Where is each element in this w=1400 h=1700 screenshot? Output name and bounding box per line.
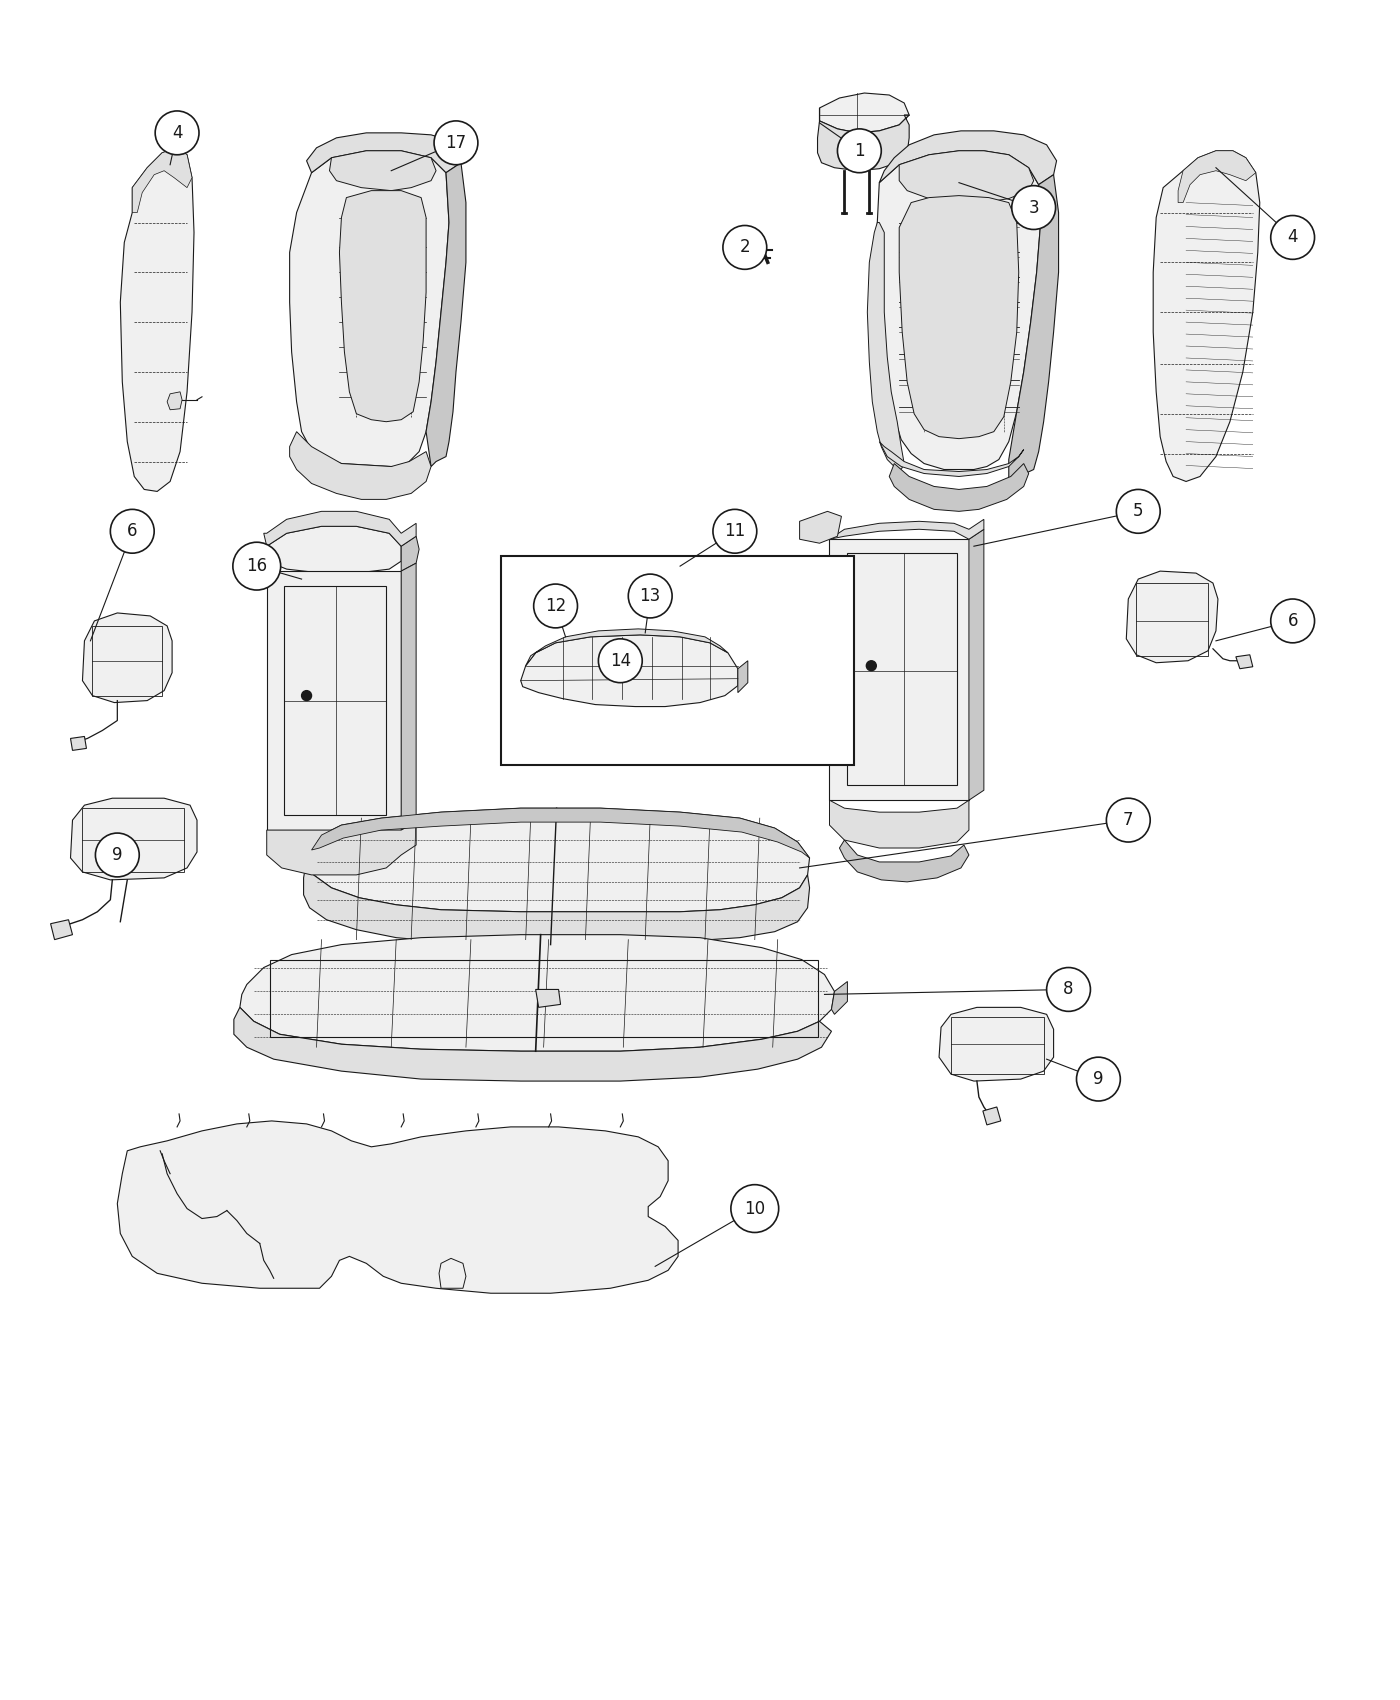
Polygon shape bbox=[263, 512, 416, 546]
Circle shape bbox=[837, 129, 881, 173]
Polygon shape bbox=[440, 1258, 466, 1289]
Polygon shape bbox=[521, 634, 738, 707]
Polygon shape bbox=[83, 614, 172, 702]
Polygon shape bbox=[339, 190, 426, 422]
Polygon shape bbox=[70, 736, 87, 750]
Text: 3: 3 bbox=[1029, 199, 1039, 216]
Polygon shape bbox=[829, 801, 969, 848]
Circle shape bbox=[533, 585, 577, 627]
Polygon shape bbox=[832, 981, 847, 1015]
Polygon shape bbox=[402, 536, 419, 571]
Text: 9: 9 bbox=[112, 847, 123, 864]
Polygon shape bbox=[738, 661, 748, 692]
Polygon shape bbox=[167, 391, 182, 410]
Polygon shape bbox=[312, 808, 809, 858]
Circle shape bbox=[722, 226, 767, 269]
Polygon shape bbox=[234, 1008, 832, 1081]
Polygon shape bbox=[829, 539, 969, 801]
Polygon shape bbox=[939, 1008, 1054, 1081]
Polygon shape bbox=[969, 529, 984, 801]
Text: 6: 6 bbox=[127, 522, 137, 541]
Polygon shape bbox=[1154, 151, 1260, 481]
Polygon shape bbox=[799, 512, 841, 544]
Polygon shape bbox=[290, 151, 449, 466]
Circle shape bbox=[301, 690, 312, 700]
Polygon shape bbox=[899, 151, 1033, 202]
Text: 2: 2 bbox=[739, 238, 750, 257]
Circle shape bbox=[629, 575, 672, 617]
Text: 7: 7 bbox=[1123, 811, 1134, 830]
Polygon shape bbox=[1236, 654, 1253, 668]
Text: 10: 10 bbox=[745, 1200, 766, 1217]
Polygon shape bbox=[239, 935, 834, 1051]
Text: 6: 6 bbox=[1288, 612, 1298, 631]
Circle shape bbox=[713, 510, 757, 552]
Circle shape bbox=[1106, 799, 1151, 842]
Circle shape bbox=[1012, 185, 1056, 230]
Polygon shape bbox=[329, 151, 435, 190]
Polygon shape bbox=[120, 148, 195, 491]
Polygon shape bbox=[1009, 175, 1058, 479]
Circle shape bbox=[232, 542, 280, 590]
Text: 4: 4 bbox=[1288, 228, 1298, 246]
Polygon shape bbox=[868, 223, 904, 469]
Polygon shape bbox=[118, 1120, 678, 1294]
Polygon shape bbox=[290, 432, 431, 500]
Circle shape bbox=[1047, 967, 1091, 1012]
Text: 1: 1 bbox=[854, 141, 865, 160]
Text: 11: 11 bbox=[724, 522, 745, 541]
Polygon shape bbox=[899, 196, 1019, 439]
Polygon shape bbox=[50, 920, 73, 940]
Polygon shape bbox=[267, 571, 402, 830]
Polygon shape bbox=[70, 799, 197, 881]
Circle shape bbox=[1271, 598, 1315, 643]
Polygon shape bbox=[889, 464, 1029, 512]
Circle shape bbox=[434, 121, 477, 165]
Polygon shape bbox=[307, 133, 461, 173]
Text: 9: 9 bbox=[1093, 1069, 1103, 1088]
Polygon shape bbox=[267, 527, 402, 573]
Text: 14: 14 bbox=[610, 651, 631, 670]
Text: 4: 4 bbox=[172, 124, 182, 141]
Polygon shape bbox=[132, 148, 192, 212]
Polygon shape bbox=[879, 131, 1057, 185]
Text: 5: 5 bbox=[1133, 502, 1144, 520]
Polygon shape bbox=[501, 556, 854, 765]
Circle shape bbox=[155, 110, 199, 155]
Circle shape bbox=[731, 1185, 778, 1232]
Text: 8: 8 bbox=[1063, 981, 1074, 998]
Circle shape bbox=[111, 510, 154, 552]
Circle shape bbox=[1116, 490, 1161, 534]
Circle shape bbox=[598, 639, 643, 683]
Polygon shape bbox=[878, 151, 1040, 469]
Polygon shape bbox=[1177, 151, 1256, 202]
Text: 13: 13 bbox=[640, 586, 661, 605]
Polygon shape bbox=[267, 823, 416, 876]
Polygon shape bbox=[819, 94, 909, 133]
Polygon shape bbox=[426, 163, 466, 466]
Circle shape bbox=[1271, 216, 1315, 260]
Polygon shape bbox=[879, 442, 1023, 476]
Polygon shape bbox=[818, 109, 909, 170]
Polygon shape bbox=[536, 989, 560, 1008]
Polygon shape bbox=[840, 840, 969, 882]
Polygon shape bbox=[304, 860, 809, 945]
Polygon shape bbox=[307, 808, 809, 911]
Text: 16: 16 bbox=[246, 558, 267, 575]
Polygon shape bbox=[983, 1107, 1001, 1125]
Polygon shape bbox=[402, 563, 416, 830]
Text: 12: 12 bbox=[545, 597, 566, 615]
Text: 17: 17 bbox=[445, 134, 466, 151]
Polygon shape bbox=[829, 518, 984, 539]
Circle shape bbox=[95, 833, 139, 877]
Circle shape bbox=[1077, 1057, 1120, 1102]
Circle shape bbox=[867, 661, 876, 672]
Polygon shape bbox=[525, 629, 728, 666]
Polygon shape bbox=[1127, 571, 1218, 663]
